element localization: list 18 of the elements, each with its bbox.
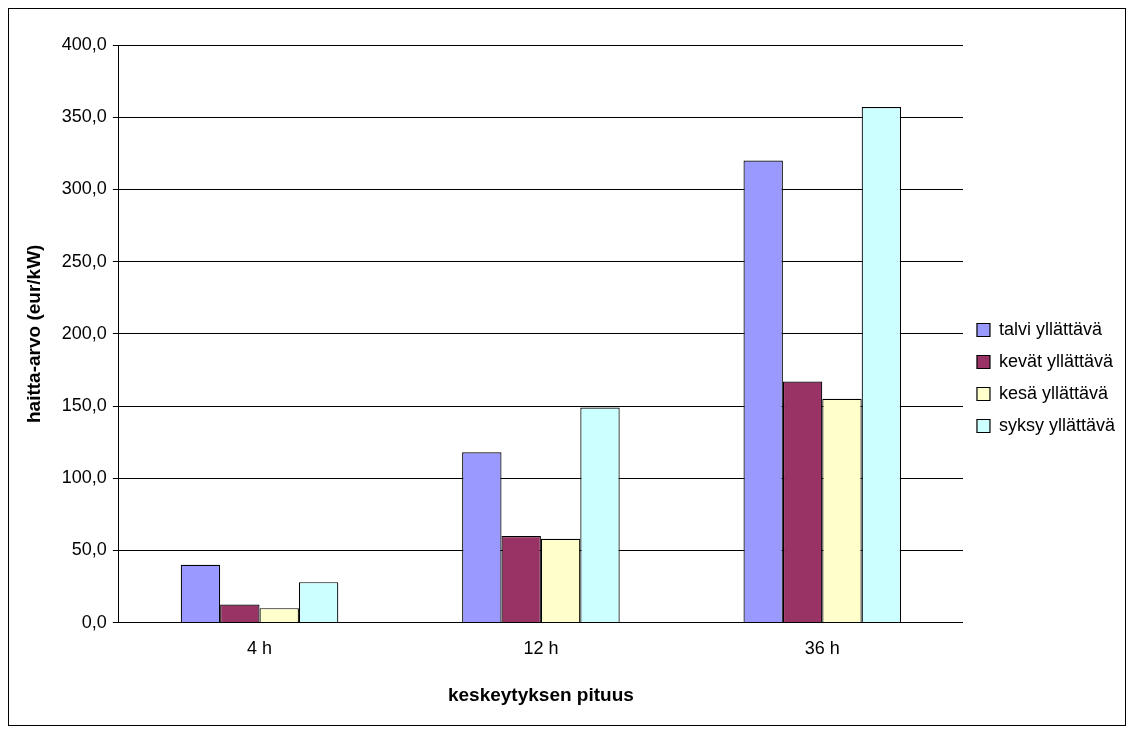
- y-tick-label: 50,0: [71, 539, 107, 560]
- x-tick-label: 4 h: [247, 638, 273, 659]
- y-tick-label: 100,0: [61, 467, 107, 488]
- y-tick-label: 250,0: [61, 250, 107, 271]
- x-axis-title: keskeytyksen pituus: [447, 683, 634, 705]
- y-tick-label: 150,0: [61, 394, 107, 415]
- y-tick-label: 350,0: [61, 106, 107, 127]
- x-tick-label: 36 h: [804, 638, 840, 659]
- y-tick-label: 300,0: [61, 178, 107, 199]
- y-tick-label: 200,0: [61, 322, 107, 343]
- legend-label: kesä yllättävä: [998, 382, 1110, 403]
- y-tick-label: 0,0: [81, 611, 107, 632]
- y-axis-title: haitta-arvo (eur/kW): [22, 244, 44, 424]
- x-tick-label: 12 h: [523, 638, 559, 659]
- legend-label: syksy yllättävä: [998, 414, 1116, 435]
- legend-label: talvi yllättävä: [998, 318, 1103, 339]
- y-tick-label: 400,0: [61, 33, 107, 54]
- legend-label: kevät yllättävä: [998, 350, 1115, 371]
